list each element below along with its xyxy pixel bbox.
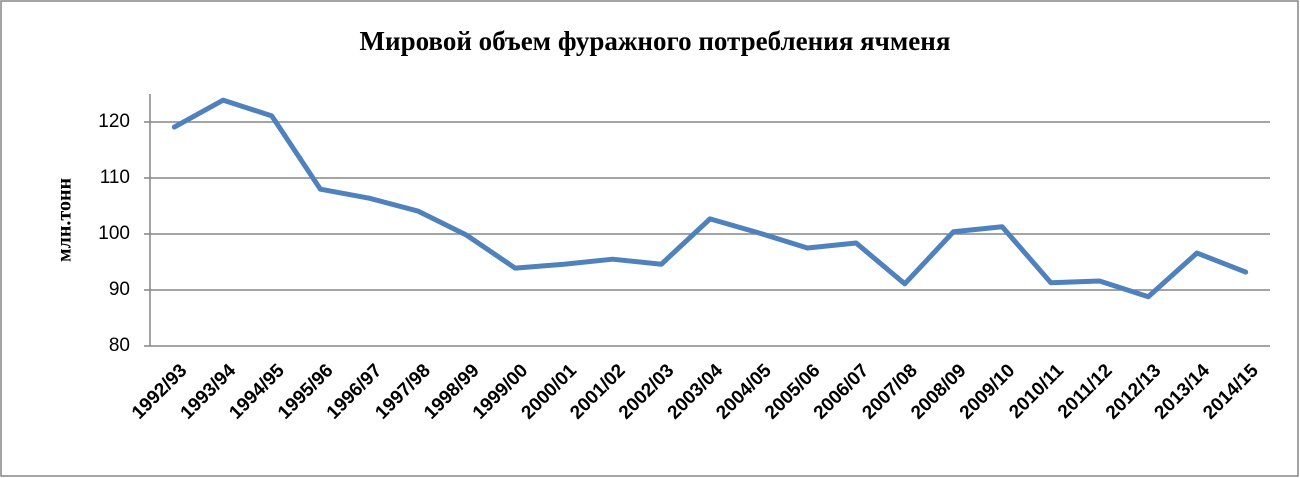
- chart-title: Мировой объем фуражного потребления ячме…: [360, 26, 951, 56]
- y-tick-label: 90: [109, 279, 130, 300]
- line: [171, 97, 1249, 300]
- y-tick-label: 100: [98, 223, 130, 244]
- y-tick-label: 110: [100, 167, 130, 188]
- y-tick-label: 120: [98, 111, 130, 132]
- y-axis-label: млн.тонн: [54, 178, 76, 262]
- y-tick-label: 80: [109, 335, 130, 356]
